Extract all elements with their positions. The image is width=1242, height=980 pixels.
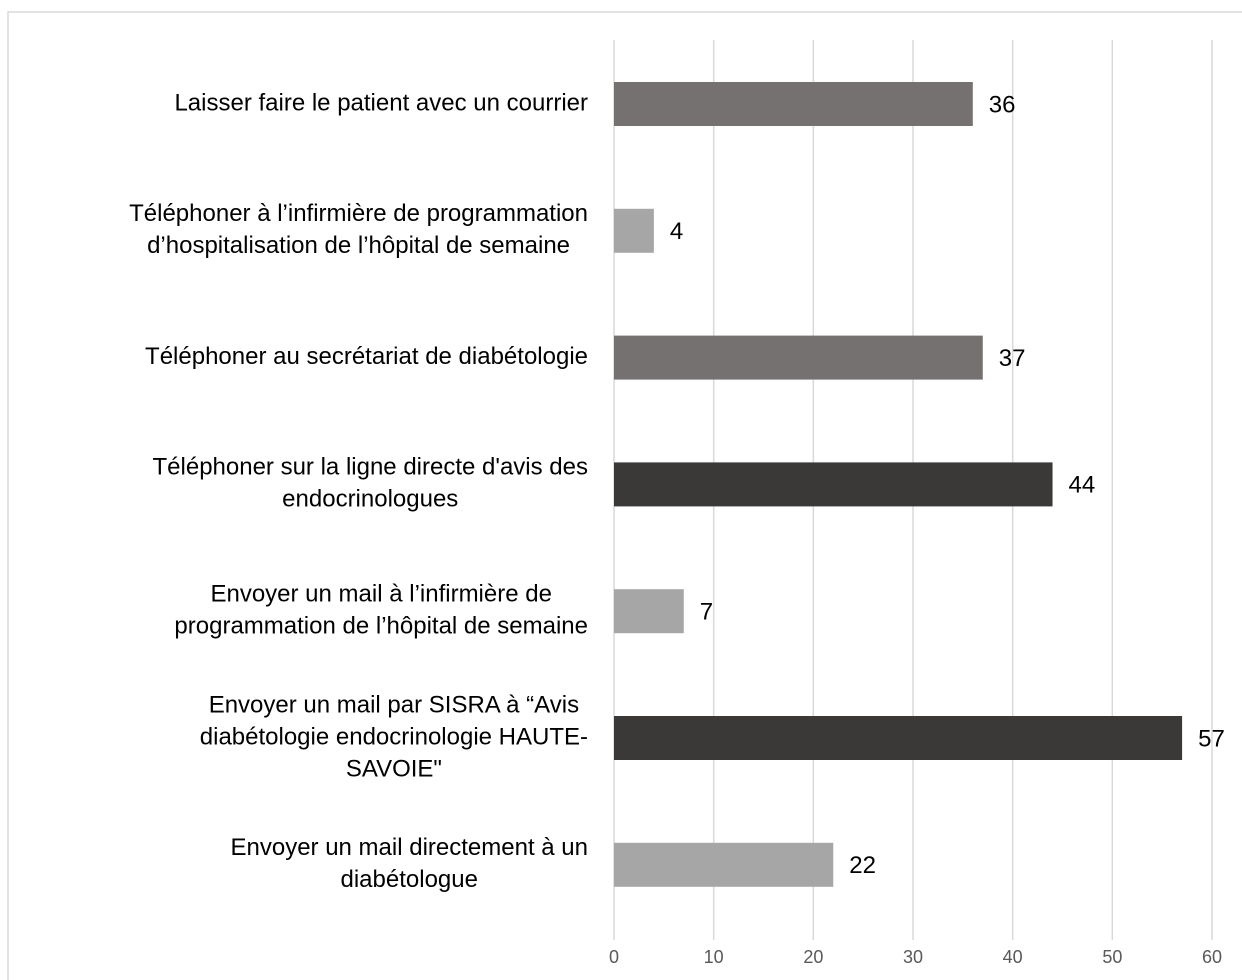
value-label: 36	[989, 91, 1016, 118]
category-label: Téléphoner au secrétariat de diabétologi…	[145, 343, 588, 370]
category-label: Envoyer un mail à l’infirmière de program…	[174, 581, 588, 640]
value-label: 44	[1069, 472, 1096, 499]
category-label-line: programmation de l’hôpital de semaine	[174, 613, 588, 640]
category-label-line: d’hospitalisation de l’hôpital de semain…	[147, 232, 570, 259]
bar	[614, 82, 973, 126]
x-tick-label: 50	[1102, 947, 1122, 967]
category-label-line: Téléphoner à l’infirmière de programmati…	[129, 200, 588, 227]
category-label: Laisser faire le patient avec un courrie…	[174, 89, 588, 116]
category-label-line: Envoyer un mail directement à un	[230, 834, 588, 861]
category-label-line: Téléphoner sur la ligne directe d'avis d…	[153, 454, 589, 481]
category-label-line: Envoyer un mail à l’infirmière de	[210, 581, 551, 608]
bar	[614, 589, 684, 634]
value-label: 4	[670, 218, 683, 245]
x-tick-label: 10	[704, 947, 724, 967]
category-label: Téléphoner sur la ligne directe d'avis d…	[153, 454, 589, 513]
bar	[614, 462, 1053, 507]
bar	[614, 208, 654, 253]
category-label-line: SAVOIE"	[346, 755, 442, 782]
category-label: Téléphoner à l’infirmière de programmati…	[129, 200, 588, 259]
category-label-line: endocrinologues	[282, 486, 458, 513]
value-label: 22	[849, 852, 876, 879]
x-tick-label: 60	[1202, 947, 1222, 967]
category-label: Envoyer un mail par SISRA à “Avis diabéto…	[200, 691, 588, 782]
x-tick-label: 0	[609, 947, 619, 967]
chart-frame	[7, 11, 1242, 980]
x-tick-label: 20	[803, 947, 823, 967]
category-label-line: diabétologie endocrinologie HAUTE-	[200, 723, 588, 750]
bar	[614, 335, 983, 380]
category-label-line: Envoyer un mail par SISRA à “Avis	[209, 691, 579, 718]
value-label: 37	[999, 345, 1026, 372]
category-label-line: diabétologue	[341, 866, 478, 893]
bar	[614, 842, 834, 887]
value-label: 7	[700, 599, 713, 626]
category-label: Envoyer un mail directement à un diabétol…	[230, 834, 588, 893]
bar	[614, 716, 1183, 760]
x-tick-label: 40	[1003, 947, 1023, 967]
x-tick-label: 30	[903, 947, 923, 967]
value-label: 57	[1198, 725, 1225, 752]
category-label-line: Téléphoner au secrétariat de diabétologi…	[145, 343, 588, 370]
category-label-line: Laisser faire le patient avec un courrie…	[174, 89, 588, 116]
